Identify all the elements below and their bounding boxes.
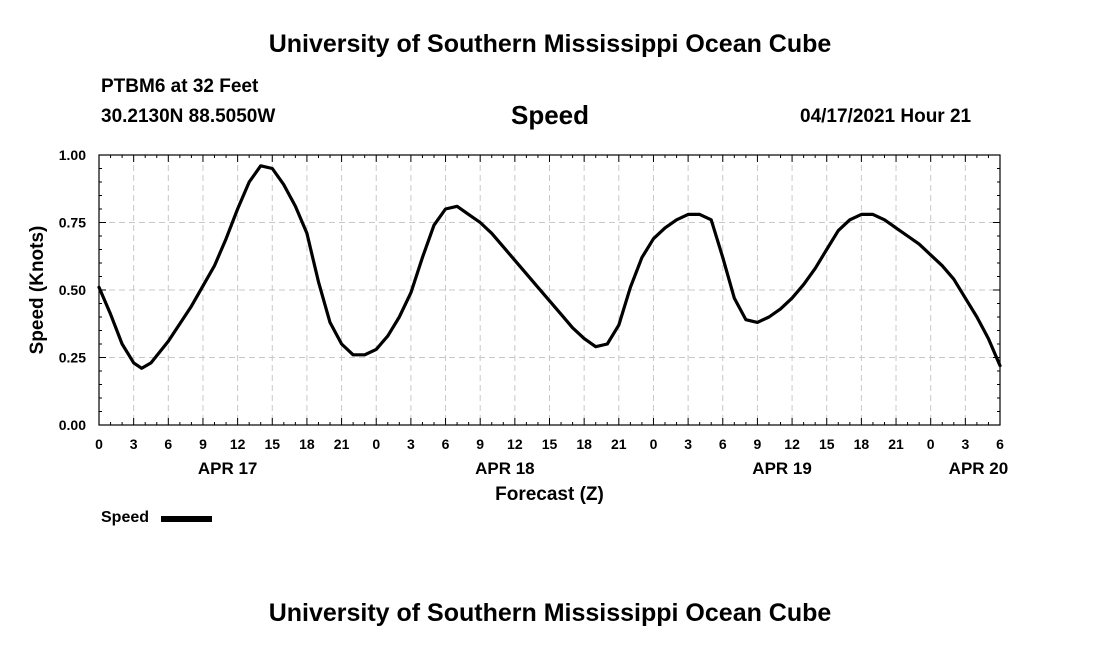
y-tick-label: 1.00: [59, 147, 86, 163]
speed-series-line: [97, 164, 1002, 370]
x-tick-label: 12: [784, 436, 800, 452]
x-tick-label: 6: [442, 436, 450, 452]
legend-swatch: [161, 516, 212, 522]
footer-title: University of Southern Mississippi Ocean…: [268, 599, 832, 627]
date-label: APR 20: [949, 459, 1009, 478]
x-tick-label: 3: [407, 436, 415, 452]
x-tick-label: 18: [576, 436, 592, 452]
x-tick-label: 3: [684, 436, 692, 452]
x-tick-label: 0: [95, 436, 103, 452]
x-tick-label: 21: [334, 436, 350, 452]
x-tick-label: 15: [819, 436, 835, 452]
date-label: APR 18: [475, 459, 535, 478]
page-title: University of Southern Mississippi Ocean…: [268, 30, 832, 58]
x-tick-label: 9: [476, 436, 484, 452]
y-tick-label: 0.25: [59, 350, 86, 366]
x-tick-label: 15: [264, 436, 280, 452]
x-tick-label: 18: [854, 436, 870, 452]
x-tick-label: 21: [611, 436, 627, 452]
x-tick-label: 6: [164, 436, 172, 452]
y-axis-label: Speed (Knots): [27, 226, 48, 355]
legend-label: Speed: [101, 509, 150, 526]
date-label: APR 19: [752, 459, 812, 478]
x-tick-label: 9: [199, 436, 207, 452]
y-tick-label: 0.50: [59, 282, 86, 298]
x-tick-label: 3: [130, 436, 138, 452]
y-tick-label: 0.75: [59, 215, 86, 231]
coordinates-label: 30.2130N 88.5050W: [101, 106, 276, 127]
x-tick-label: 15: [542, 436, 558, 452]
x-tick-label: 0: [650, 436, 658, 452]
chart-title: Speed: [510, 100, 590, 130]
x-tick-label: 21: [888, 436, 904, 452]
x-tick-label: 3: [961, 436, 969, 452]
date-label: APR 17: [198, 459, 258, 478]
x-tick-label: 0: [927, 436, 935, 452]
x-tick-label: 18: [299, 436, 315, 452]
x-tick-label: 9: [754, 436, 762, 452]
x-tick-label: 0: [372, 436, 380, 452]
x-tick-label: 12: [230, 436, 246, 452]
x-tick-label: 12: [507, 436, 523, 452]
x-axis-label: Forecast (Z): [495, 484, 604, 505]
y-tick-label: 0.00: [59, 417, 86, 433]
forecast-timestamp: 04/17/2021 Hour 21: [800, 106, 972, 127]
x-tick-label: 6: [719, 436, 727, 452]
station-label: PTBM6 at 32 Feet: [101, 76, 259, 97]
x-tick-label: 6: [996, 436, 1004, 452]
